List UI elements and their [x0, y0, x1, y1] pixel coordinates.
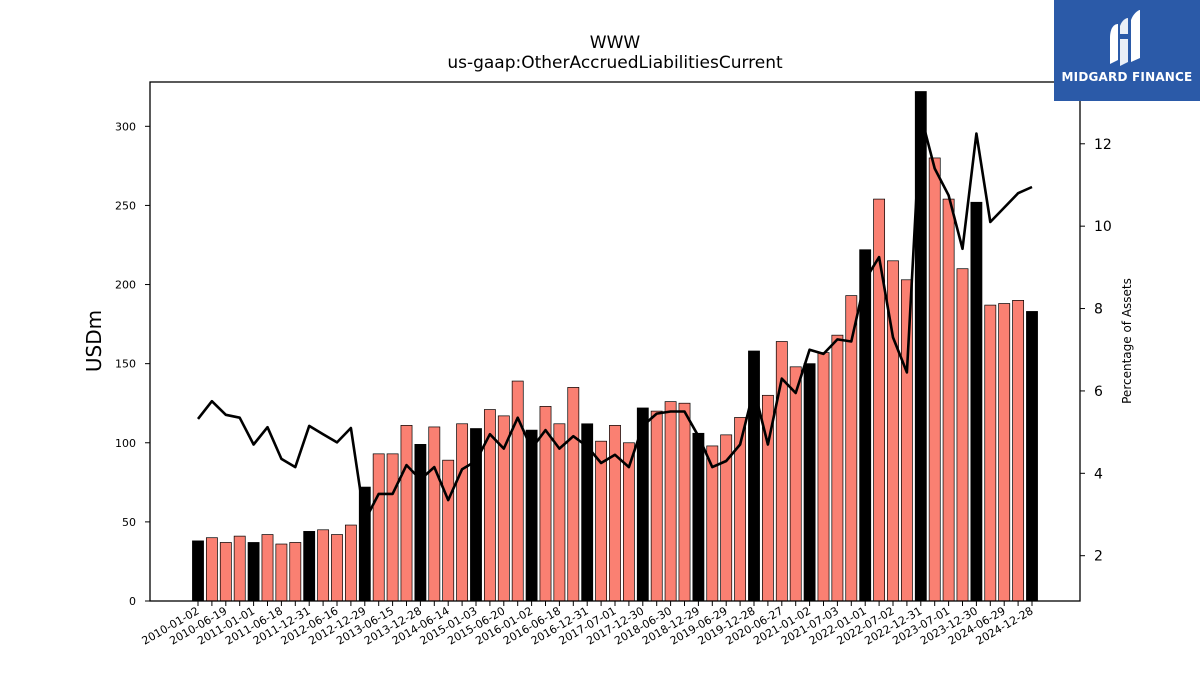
y-tick-label: 300 [115, 120, 136, 133]
chart-subtitle: us-gaap:OtherAccruedLiabilitiesCurrent [447, 53, 783, 73]
bar [595, 440, 608, 602]
bar [942, 198, 955, 602]
bar [247, 542, 260, 602]
y-tick-label: 50 [122, 516, 136, 529]
bar [1012, 300, 1025, 602]
bar [567, 387, 580, 602]
y-tick-label: 0 [129, 595, 136, 608]
bar [984, 304, 997, 602]
bar [344, 524, 357, 602]
bar [553, 423, 566, 602]
bar [192, 540, 204, 602]
logo-mark-icon [1110, 10, 1140, 66]
bar [609, 425, 621, 602]
y2-tick-label: 12 [1094, 137, 1112, 153]
y-tick-label: 150 [115, 358, 136, 371]
chart-title: WWW [590, 33, 641, 53]
bar [817, 352, 830, 602]
logo-text: MIDGARD FINANCE [1061, 70, 1193, 84]
bar [205, 537, 218, 602]
y2-tick-label: 4 [1094, 466, 1103, 482]
pct-assets-series [196, 113, 1033, 523]
pct-assets-line [196, 113, 1033, 523]
bar [900, 279, 913, 602]
bar [706, 445, 719, 602]
bar [998, 303, 1011, 602]
bar [525, 429, 538, 602]
bar [261, 534, 274, 602]
bar [386, 453, 399, 602]
bar [275, 543, 288, 602]
bar-series [192, 91, 1038, 602]
bar [928, 157, 941, 602]
bar [303, 531, 316, 602]
bar [456, 423, 469, 602]
bar [664, 401, 677, 602]
y2-tick-label: 6 [1094, 384, 1103, 400]
bar [331, 534, 343, 602]
bar [970, 201, 983, 602]
y2-axis-label: Percentage of Assets [1120, 278, 1134, 404]
bar [317, 529, 330, 602]
y-tick-label: 250 [115, 199, 136, 212]
y-axis-label: USDm [82, 310, 106, 372]
y2-tick-label: 10 [1094, 219, 1112, 235]
bar [678, 402, 691, 602]
bar [692, 432, 705, 602]
bar [956, 268, 969, 602]
bar [233, 535, 246, 602]
y-tick-label: 100 [115, 437, 136, 450]
y2-tick-label: 8 [1094, 302, 1103, 318]
bar [803, 363, 816, 602]
bar [428, 426, 441, 602]
y2-tick-label: 2 [1094, 549, 1103, 565]
bar [789, 366, 802, 602]
bar [442, 459, 455, 602]
y-tick-label: 200 [115, 279, 136, 292]
bar [511, 380, 524, 602]
bar [372, 453, 385, 602]
midgard-finance-logo: MIDGARD FINANCE [1054, 0, 1200, 101]
bar [358, 486, 371, 602]
bar [219, 542, 232, 602]
bar [289, 542, 302, 602]
bar [650, 410, 663, 602]
bar [414, 444, 427, 602]
bar [831, 334, 844, 602]
bar [400, 425, 413, 602]
bar [1026, 311, 1038, 602]
